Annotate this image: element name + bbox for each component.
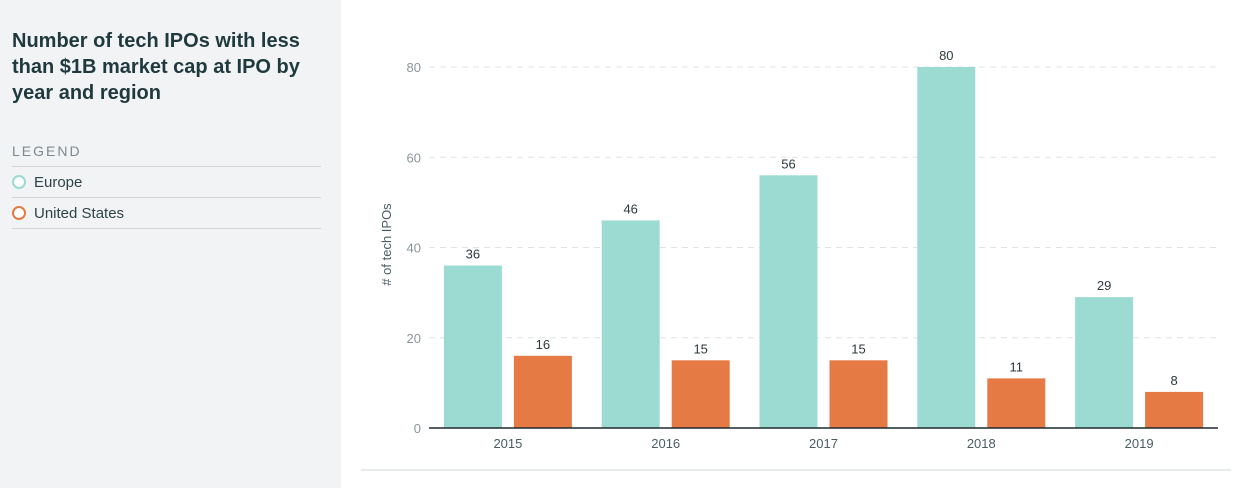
bar-united-states-2015 bbox=[513, 355, 572, 428]
x-tick-label: 2015 bbox=[493, 436, 522, 451]
bar-value-label: 16 bbox=[536, 337, 550, 352]
bar-united-states-2018 bbox=[987, 378, 1046, 428]
x-tick-label: 2018 bbox=[967, 436, 996, 451]
bar-value-label: 56 bbox=[781, 156, 795, 171]
bar-value-label: 29 bbox=[1097, 278, 1111, 293]
legend-item-united-states[interactable]: United States bbox=[12, 198, 321, 229]
x-tick-label: 2019 bbox=[1125, 436, 1154, 451]
bar-united-states-2017 bbox=[829, 360, 888, 428]
bar-value-label: 15 bbox=[693, 341, 707, 356]
legend-heading: LEGEND bbox=[12, 143, 82, 159]
sidebar: Number of tech IPOs with less than $1B m… bbox=[0, 0, 341, 488]
bar-europe-2015 bbox=[443, 265, 502, 428]
y-tick-label: 0 bbox=[414, 421, 421, 436]
legend: Europe United States bbox=[12, 166, 321, 229]
y-tick-label: 60 bbox=[407, 150, 421, 165]
bar-europe-2017 bbox=[759, 175, 818, 428]
bar-value-label: 80 bbox=[939, 48, 953, 63]
chart-area: 0 20 40 60 80 # of tech IPOs 36 16 2015 46 15 2016 5… bbox=[341, 0, 1244, 488]
bar-united-states-2019 bbox=[1145, 391, 1204, 428]
chart-title: Number of tech IPOs with less than $1B m… bbox=[12, 30, 300, 104]
legend-item-europe[interactable]: Europe bbox=[12, 167, 321, 198]
y-tick-label: 20 bbox=[407, 331, 421, 346]
bar-value-label: 11 bbox=[1010, 359, 1024, 374]
bar-value-label: 46 bbox=[623, 201, 637, 216]
bar-europe-2018 bbox=[917, 67, 976, 428]
bar-europe-2016 bbox=[601, 220, 660, 428]
y-axis-label: # of tech IPOs bbox=[379, 203, 394, 286]
bar-europe-2019 bbox=[1075, 297, 1134, 428]
legend-swatch-europe bbox=[12, 175, 26, 189]
legend-label: United States bbox=[34, 204, 125, 222]
bar-value-label: 15 bbox=[851, 341, 865, 356]
y-tick-label: 40 bbox=[407, 241, 421, 256]
x-tick-label: 2016 bbox=[651, 436, 680, 451]
bar-value-label: 36 bbox=[466, 247, 480, 262]
legend-swatch-united-states bbox=[12, 206, 26, 220]
legend-label: Europe bbox=[34, 173, 83, 191]
y-tick-label: 80 bbox=[407, 60, 421, 75]
bar-united-states-2016 bbox=[671, 360, 730, 428]
bar-value-label: 8 bbox=[1170, 373, 1177, 388]
x-tick-label: 2017 bbox=[809, 436, 838, 451]
bar-chart: 0 20 40 60 80 # of tech IPOs 36 16 2015 46 15 2016 5… bbox=[361, 48, 1231, 471]
